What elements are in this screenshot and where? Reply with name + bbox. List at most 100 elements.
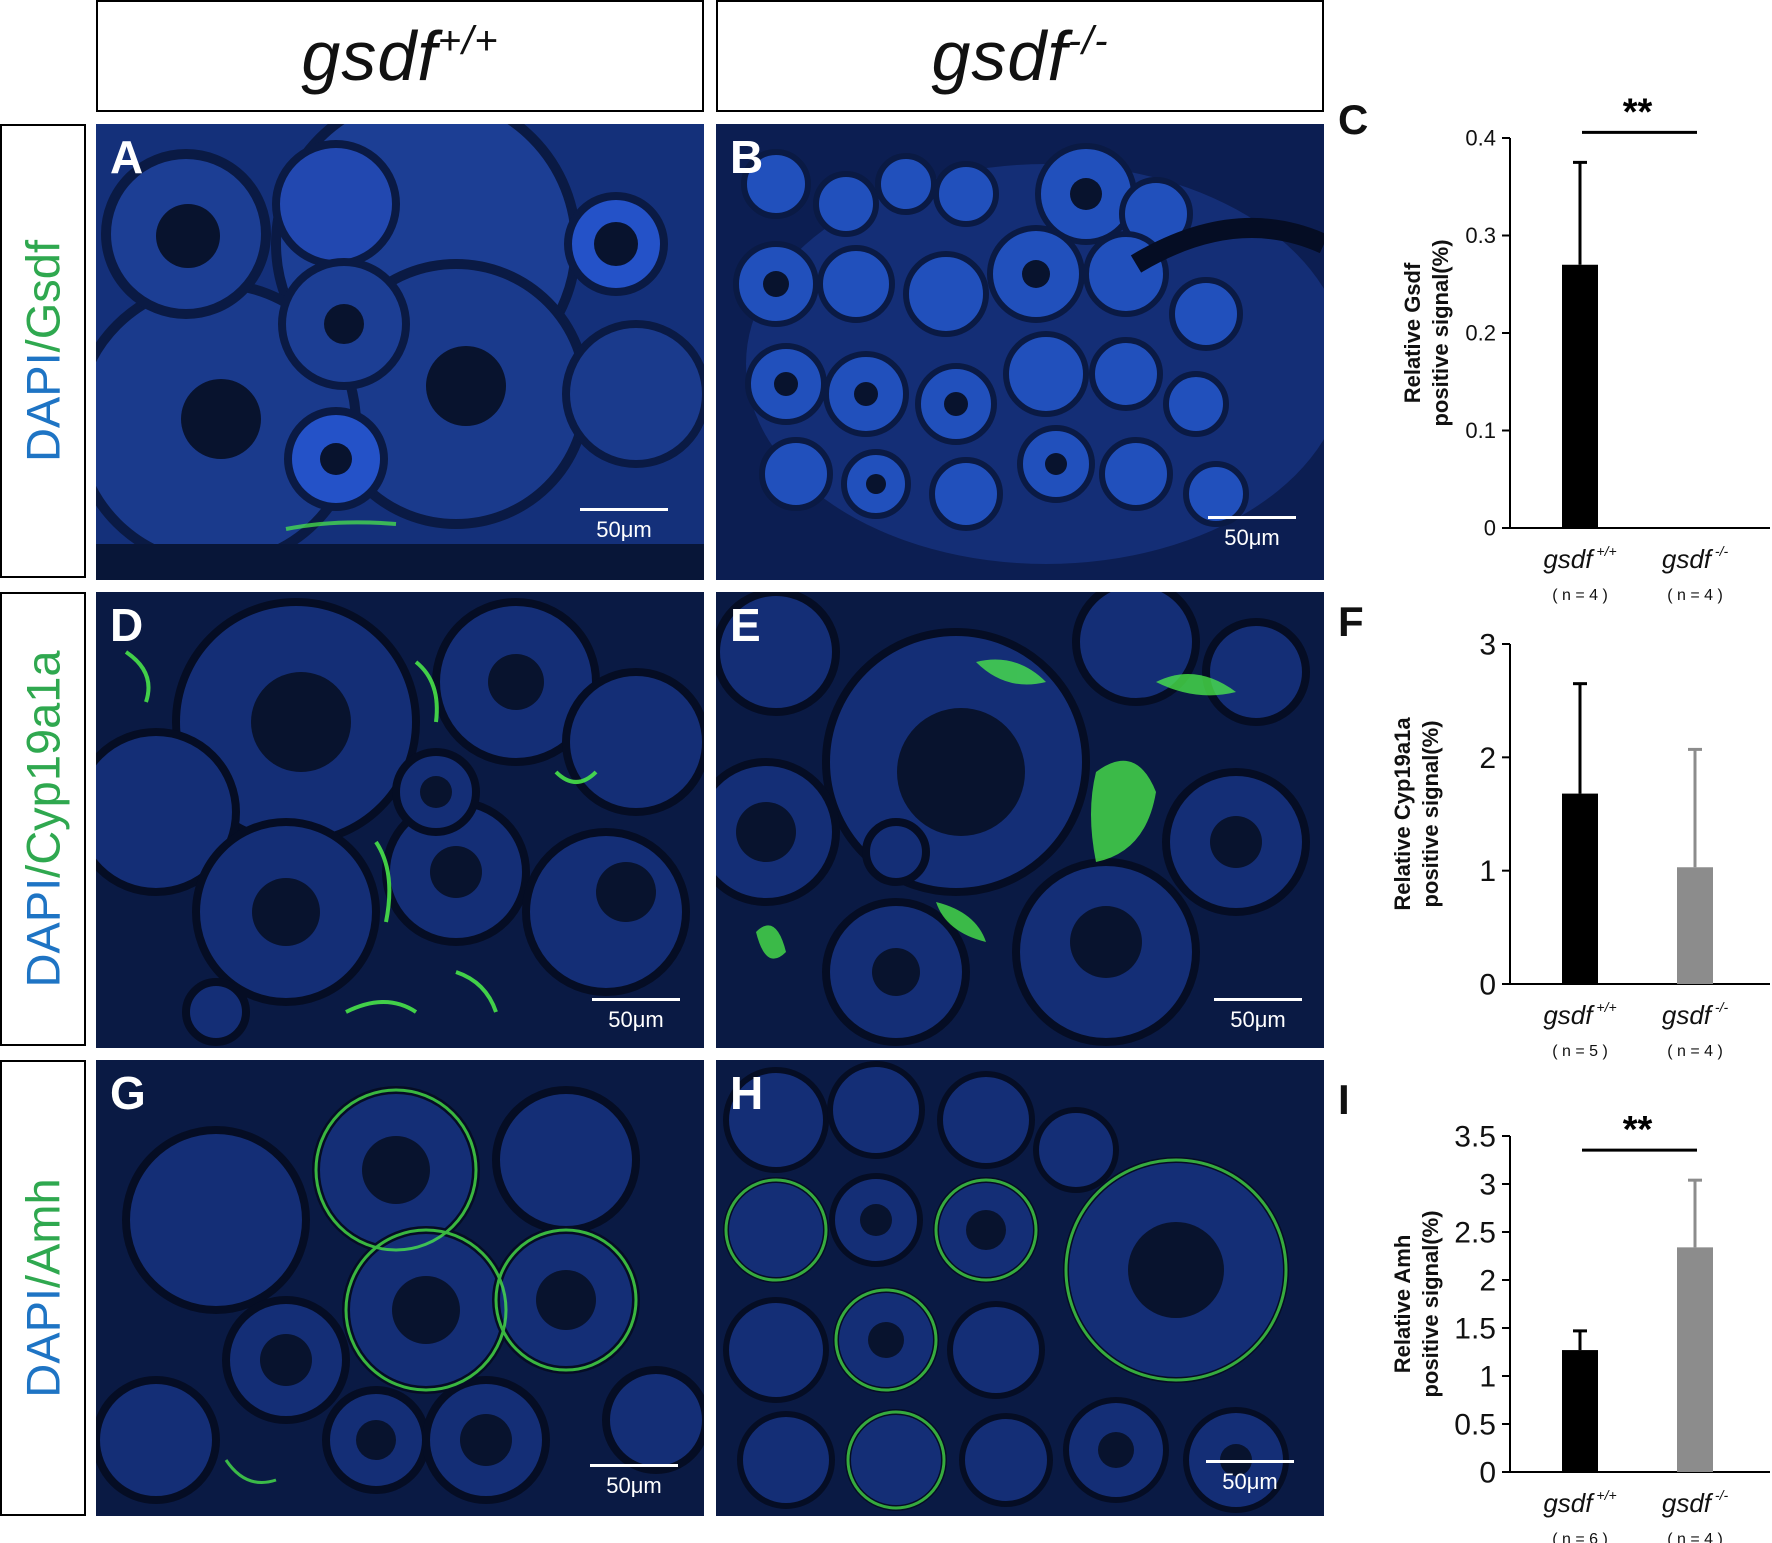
panel-letter-a: A	[110, 131, 144, 183]
bar-chart-cyp19a1a-svg: 0 1 2 3 Relative Cyp19a1a positive signal(%) g…	[1390, 629, 1770, 1060]
x-category-n: ( n = 6 )	[1552, 1531, 1608, 1543]
significance-label: **	[1623, 91, 1653, 133]
y-tick-label: 0.4	[1465, 126, 1496, 151]
x-category-label: gsdf -/-	[1662, 1487, 1729, 1518]
panel-letter-i: I	[1338, 1076, 1350, 1123]
micrograph-d-image	[96, 592, 704, 1048]
scale-bar-g-label: 50μm	[606, 1473, 662, 1498]
x-category-label: gsdf -/-	[1662, 543, 1729, 574]
panel-letter-d: D	[110, 599, 144, 651]
row-label-gsdf-sep: /	[16, 339, 70, 353]
scale-bar-d-label: 50μm	[608, 1007, 664, 1032]
x-category-n: ( n = 4 )	[1667, 587, 1723, 604]
scale-bar-d: 50μm	[592, 998, 680, 1033]
x-category-gene: gsdf	[1662, 1488, 1714, 1518]
y-axis-label: Relative Amh positive signal(%)	[1390, 1210, 1443, 1397]
scale-bar-a: 50μm	[580, 508, 668, 543]
y-tick-label: 0	[1484, 516, 1496, 541]
x-category-label: gsdf +/+	[1543, 1487, 1616, 1518]
y-axis-label-line2: positive signal(%)	[1418, 1210, 1443, 1397]
bar-chart-cyp19a1a: 0 1 2 3 Relative Cyp19a1a positive signal(%) g…	[1360, 600, 1770, 1060]
y-tick-label: 3.5	[1454, 1121, 1496, 1154]
panel-letter-c: C	[1338, 96, 1369, 143]
panel-letter-e: E	[730, 599, 761, 651]
header-wildtype: gsdf+/+	[96, 0, 704, 112]
x-category-gene: gsdf	[1662, 544, 1714, 574]
header-mutant-genotype: -/-	[1067, 19, 1109, 63]
row-label-amh-sep: /	[16, 1274, 70, 1288]
y-axis-label-line1: Relative Cyp19a1a	[1390, 717, 1415, 911]
x-category-label: gsdf -/-	[1662, 999, 1729, 1030]
significance-label: **	[1623, 1109, 1653, 1151]
y-tick-label: 3	[1479, 1169, 1496, 1202]
row-label-gsdf-dapi: DAPI	[16, 352, 70, 463]
y-axis-label-line1: Relative Amh	[1390, 1235, 1415, 1374]
y-tick-label: 0	[1479, 969, 1496, 1002]
header-wildtype-genotype: +/+	[437, 19, 499, 63]
x-category-n: ( n = 4 )	[1667, 1043, 1723, 1060]
y-tick-label: 1	[1479, 855, 1496, 888]
x-category-label: gsdf +/+	[1543, 999, 1616, 1030]
x-category-genotype: -/-	[1711, 543, 1728, 559]
micrograph-a-image	[96, 124, 704, 580]
bar-wildtype	[1562, 793, 1598, 984]
scale-bar-b: 50μm	[1208, 516, 1296, 551]
bar-chart-gsdf: 0 0.1 0.2 0.3 0.4 Relative Gsdf positive signa…	[1360, 90, 1770, 610]
row-label-cyp19a1a: DAPI/Cyp19a1a	[0, 592, 86, 1046]
y-tick-label: 2	[1479, 742, 1496, 775]
y-axis-label: Relative Gsdf positive signal(%)	[1400, 239, 1453, 426]
bar-mutant	[1677, 867, 1713, 984]
scale-bar-e-label: 50μm	[1230, 1007, 1286, 1032]
scale-bar-g: 50μm	[590, 1464, 678, 1499]
scale-bar-b-label: 50μm	[1224, 525, 1280, 550]
micrograph-panel-e: E 50μm	[716, 592, 1324, 1048]
x-category-label: gsdf +/+	[1543, 543, 1616, 574]
header-wildtype-label: gsdf+/+	[301, 16, 498, 96]
x-category-genotype: +/+	[1593, 1487, 1617, 1503]
micrograph-e-image	[716, 592, 1324, 1048]
y-tick-label: 2	[1479, 1265, 1496, 1298]
bar-chart-gsdf-svg: 0 0.1 0.2 0.3 0.4 Relative Gsdf positive signa…	[1400, 91, 1770, 604]
y-axis-label: Relative Cyp19a1a positive signal(%)	[1390, 717, 1443, 911]
x-category-n: ( n = 4 )	[1552, 587, 1608, 604]
bar-wildtype	[1562, 1350, 1598, 1472]
row-label-amh-dapi: DAPI	[16, 1288, 70, 1398]
row-label-cyp19a1a-sep: /	[16, 864, 70, 878]
scale-bar-e: 50μm	[1214, 998, 1302, 1033]
scale-bar-h: 50μm	[1206, 1460, 1294, 1495]
micrograph-h-image	[716, 1060, 1324, 1516]
y-tick-label: 0.3	[1465, 223, 1496, 248]
row-label-gsdf-protein: Gsdf	[16, 239, 70, 340]
bar-chart-amh-svg: 0 0.5 1 1.5 2 2.5 3 3.5 Relative Amh positive sig…	[1390, 1109, 1770, 1543]
y-tick-label: 0.5	[1454, 1409, 1496, 1442]
panel-letter-f: F	[1338, 598, 1364, 645]
y-axis-label-line1: Relative Gsdf	[1400, 262, 1425, 403]
y-axis-label-line2: positive signal(%)	[1418, 720, 1443, 907]
row-label-amh-protein: Amh	[16, 1178, 70, 1275]
bar-chart-amh: 0 0.5 1 1.5 2 2.5 3 3.5 Relative Amh positive sig…	[1360, 1090, 1770, 1543]
micrograph-panel-h: H 50μm	[716, 1060, 1324, 1516]
micrograph-g-image	[96, 1060, 704, 1516]
x-category-genotype: +/+	[1593, 543, 1617, 559]
y-axis-label-line2: positive signal(%)	[1428, 239, 1453, 426]
micrograph-panel-a: A 50μm	[96, 124, 704, 580]
y-tick-label: 2.5	[1454, 1217, 1496, 1250]
x-category-genotype: +/+	[1593, 999, 1617, 1015]
y-tick-label: 0.2	[1465, 321, 1496, 346]
panel-letter-b: B	[730, 131, 764, 183]
micrograph-panel-g: G 50μm	[96, 1060, 704, 1516]
row-label-amh: DAPI/Amh	[0, 1060, 86, 1516]
x-category-genotype: -/-	[1711, 1487, 1728, 1503]
row-label-cyp19a1a-protein: Cyp19a1a	[16, 650, 70, 865]
bar-mutant	[1677, 1247, 1713, 1472]
micrograph-panel-b: B 50μm	[716, 124, 1324, 580]
x-category-genotype: -/-	[1711, 999, 1728, 1015]
x-category-gene: gsdf	[1543, 1488, 1595, 1518]
micrograph-b-image	[716, 124, 1324, 580]
header-mutant: gsdf-/-	[716, 0, 1324, 112]
x-category-gene: gsdf	[1662, 1000, 1714, 1030]
y-tick-label: 1	[1479, 1361, 1496, 1394]
row-label-gsdf: DAPI/Gsdf	[0, 124, 86, 578]
x-category-gene: gsdf	[1543, 1000, 1595, 1030]
header-mutant-gene: gsdf	[931, 17, 1068, 95]
